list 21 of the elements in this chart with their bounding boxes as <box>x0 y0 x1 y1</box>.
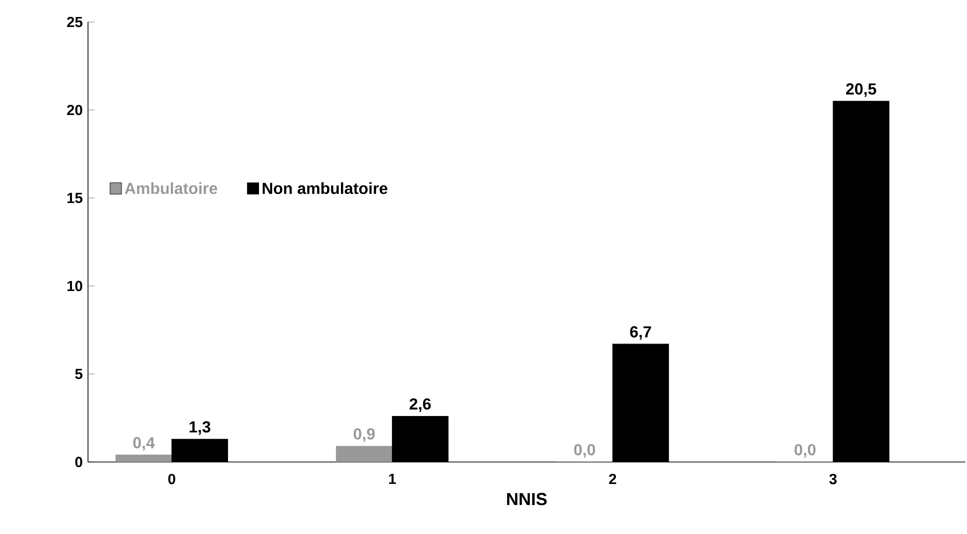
data-label: 0,4 <box>133 437 155 451</box>
data-label: 20,5 <box>846 83 876 97</box>
x-axis-title: NNIS <box>507 492 547 506</box>
y-tick-label: 10 <box>67 280 82 292</box>
legend-label: Non ambulatoire <box>262 182 388 194</box>
data-label: 2,6 <box>410 398 431 412</box>
y-tick-label: 5 <box>75 368 82 380</box>
data-label: 0,0 <box>794 444 816 458</box>
y-tick-label: 20 <box>67 104 82 116</box>
x-tick-label: 2 <box>609 474 616 484</box>
legend-label: Ambulatoire <box>124 182 218 194</box>
x-tick-label: 1 <box>389 474 396 484</box>
data-label: 6,7 <box>630 326 652 340</box>
y-tick-label: 0 <box>75 456 82 468</box>
x-tick-label: 0 <box>168 474 176 484</box>
data-label: 1,3 <box>190 421 210 435</box>
y-tick-label: 25 <box>67 16 82 28</box>
y-tick-label: 15 <box>67 192 82 204</box>
data-label: 0,0 <box>574 444 596 458</box>
x-tick-label: 3 <box>829 474 837 484</box>
data-label: 0,9 <box>354 428 375 442</box>
